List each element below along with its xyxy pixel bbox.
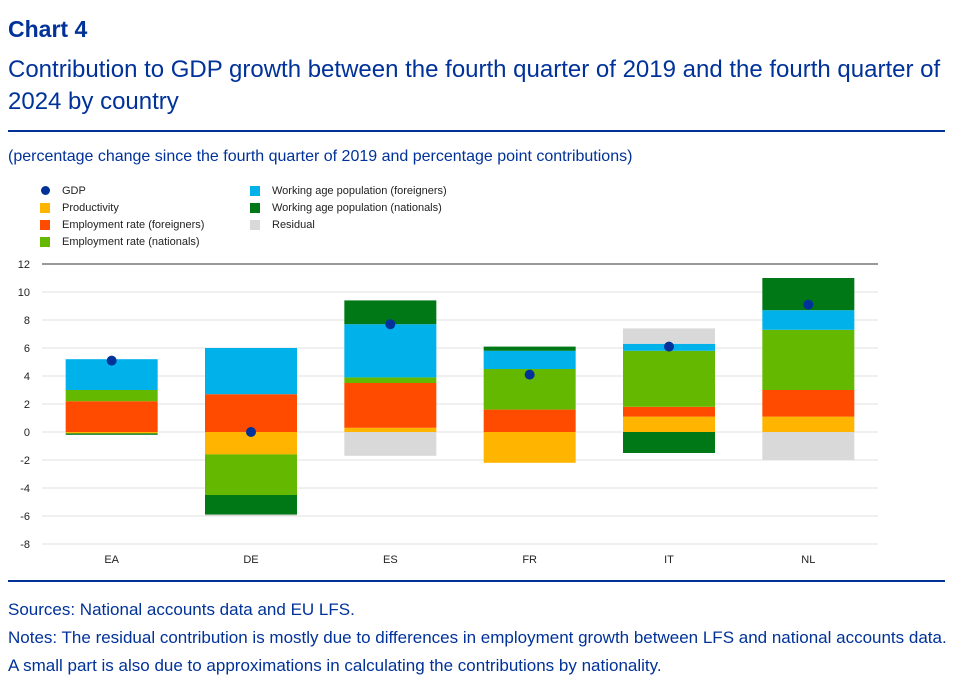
wap-foreigners-swatch-icon <box>250 185 260 196</box>
stacked-bar-chart: 12 10 8 6 4 2 0 -2 -4 -6 -8 EA DE ES FR IT NL <box>18 259 878 566</box>
legend-label: Productivity <box>62 201 119 214</box>
chart-subtitle: (percentage change since the fourth quar… <box>8 148 633 165</box>
gdp-point-de <box>246 427 256 437</box>
y-tick-label: -4 <box>20 483 30 495</box>
x-tick-label: ES <box>383 554 398 566</box>
y-tick-label: -2 <box>20 455 30 467</box>
legend-item-wap-foreigners: Working age population (foreigners) <box>250 182 447 199</box>
emp-foreigners-swatch-icon <box>40 219 50 230</box>
bar-emp_foreigners-it <box>623 406 715 417</box>
bar-residual-es <box>344 432 437 456</box>
y-tick-label: -6 <box>20 511 30 523</box>
bar-emp_foreigners-de <box>205 394 297 432</box>
top-rule <box>8 130 945 132</box>
bar-emp_foreigners-ea <box>65 401 158 432</box>
bar-residual-it <box>623 328 715 344</box>
bottom-rule <box>8 580 945 582</box>
y-tick-label: 2 <box>24 399 30 411</box>
gdp-point-nl <box>803 299 814 310</box>
y-tick-label: 10 <box>18 287 30 299</box>
bar-productivity-es <box>344 427 437 432</box>
bar-emp_nationals-ea <box>65 390 158 402</box>
emp-nationals-swatch-icon <box>40 236 50 247</box>
x-tick-label: EA <box>104 554 119 566</box>
x-tick-label: DE <box>243 554 258 566</box>
sources-note: Sources: National accounts data and EU L… <box>8 600 355 619</box>
x-tick-label: IT <box>664 554 674 566</box>
y-tick-label: 4 <box>24 371 30 383</box>
legend-item-emp-nationals: Employment rate (nationals) <box>40 233 204 250</box>
wap-nationals-swatch-icon <box>250 202 260 213</box>
legend-label: Working age population (nationals) <box>272 201 442 214</box>
bar-emp_foreigners-nl <box>762 390 855 417</box>
bar-emp_nationals-es <box>344 377 437 383</box>
bar-wap_foreigners-de <box>205 348 297 395</box>
bar-emp_foreigners-es <box>344 383 437 428</box>
bar-productivity-de <box>205 432 297 455</box>
gdp-point-it <box>664 341 674 352</box>
gdp-point-ea <box>106 355 117 366</box>
notes-text: Notes: The residual contribution is most… <box>8 628 947 675</box>
bar-emp_nationals-nl <box>762 329 855 390</box>
gdp-point-fr <box>524 369 535 380</box>
legend-label: Employment rate (nationals) <box>62 235 200 248</box>
y-tick-label: 12 <box>18 259 30 271</box>
bar-wap_foreigners-es <box>344 324 437 378</box>
chart-label: Chart 4 <box>8 16 88 42</box>
bar-wap_nationals-it <box>623 432 715 453</box>
bar-emp_foreigners-fr <box>483 409 576 432</box>
gdp-dot-icon <box>41 186 50 195</box>
gdp-point-es <box>385 319 396 330</box>
y-tick-label: 8 <box>24 315 30 327</box>
residual-swatch-icon <box>250 219 260 230</box>
legend-item-productivity: Productivity <box>40 199 204 216</box>
x-tick-label: NL <box>801 554 815 566</box>
legend-label: Residual <box>272 218 315 231</box>
bar-wap_nationals-fr <box>483 346 576 351</box>
bar-wap_foreigners-nl <box>762 310 855 330</box>
productivity-swatch-icon <box>40 202 50 213</box>
legend-item-gdp: GDP <box>40 182 204 199</box>
y-tick-label: 0 <box>24 427 30 439</box>
bar-wap_nationals-de <box>205 495 297 515</box>
legend-label: Employment rate (foreigners) <box>62 218 205 231</box>
bar-productivity-ea <box>65 432 158 434</box>
bar-wap_foreigners-fr <box>483 350 576 369</box>
bar-productivity-fr <box>483 432 576 463</box>
bar-residual-nl <box>762 432 855 460</box>
legend-label: GDP <box>62 184 86 197</box>
bar-wap_nationals-ea <box>65 433 158 435</box>
bar-residual-de <box>205 514 297 516</box>
y-tick-label: 6 <box>24 343 30 355</box>
legend-label: Working age population (foreigners) <box>272 184 447 197</box>
legend-secondary: Working age population (foreigners) Work… <box>250 182 447 233</box>
legend: GDP Productivity Employment rate (foreig… <box>40 182 204 250</box>
bar-emp_nationals-de <box>205 454 297 495</box>
bar-productivity-it <box>623 416 715 432</box>
chart-title: Contribution to GDP growth between the f… <box>8 56 941 115</box>
y-tick-label: -8 <box>20 539 30 551</box>
x-tick-label: FR <box>522 554 537 566</box>
bar-emp_nationals-it <box>623 350 715 407</box>
legend-item-wap-nationals: Working age population (nationals) <box>250 199 447 216</box>
legend-item-emp-foreigners: Employment rate (foreigners) <box>40 216 204 233</box>
legend-item-residual: Residual <box>250 216 447 233</box>
bar-wap_nationals-es <box>344 300 437 325</box>
bar-productivity-nl <box>762 416 855 432</box>
